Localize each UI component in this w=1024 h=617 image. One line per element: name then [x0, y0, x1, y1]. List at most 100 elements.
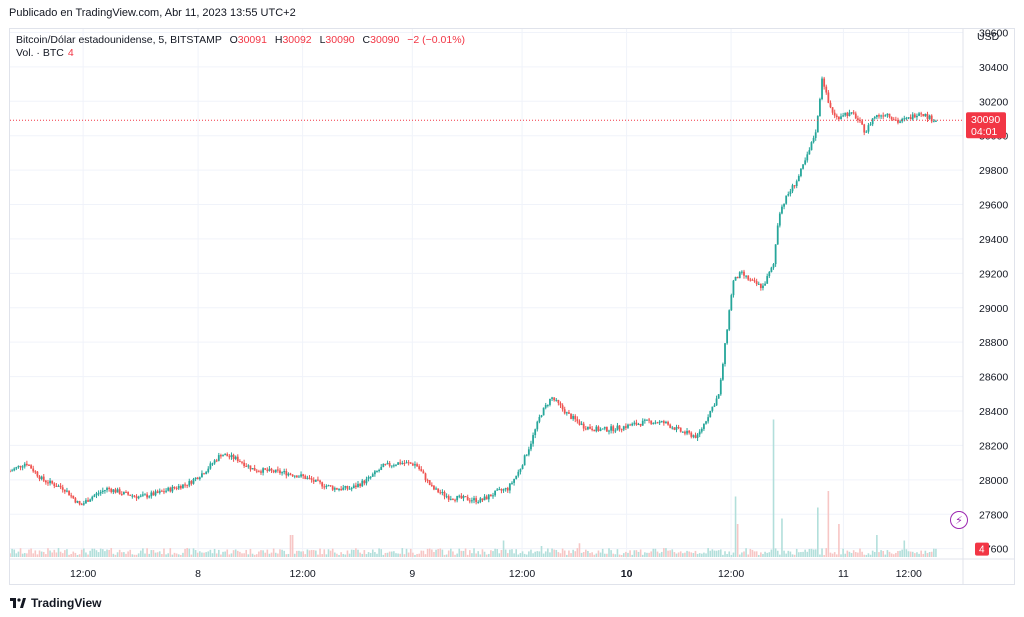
candle-body [924, 113, 927, 117]
candle-body [357, 483, 359, 488]
candle-body [688, 430, 691, 433]
volume-bar [264, 552, 267, 557]
candle-body [28, 465, 30, 467]
candle-body [633, 422, 636, 424]
candle-body [283, 471, 286, 473]
volume-bar [766, 552, 768, 557]
volume-bar [359, 552, 361, 557]
candle-body [755, 281, 758, 285]
volume-bar [59, 551, 62, 557]
y-tick-label: 29000 [979, 303, 1008, 315]
volume-bar [848, 551, 851, 557]
candle-body [447, 496, 450, 500]
volume-bar [418, 553, 420, 557]
candle-body [95, 493, 98, 496]
volume-bar [812, 549, 815, 557]
lightning-icon[interactable]: ⚡ [950, 511, 968, 529]
candle-body [582, 423, 585, 429]
candle-body [764, 283, 766, 286]
volume-bar [156, 552, 159, 557]
candle-body [148, 496, 151, 498]
candle-body [907, 117, 910, 119]
volume-bar [137, 553, 140, 557]
candle-body [131, 495, 134, 497]
volume-bar [184, 548, 186, 557]
candle-body [76, 501, 79, 503]
candle-body [464, 496, 467, 498]
volume-badge [975, 542, 989, 556]
candle-body [403, 463, 406, 465]
volume-bar [110, 548, 113, 557]
candle-body [897, 120, 899, 123]
volume-bar [15, 553, 18, 557]
volume-bar [277, 553, 279, 557]
candle-body [711, 406, 714, 411]
candle-body [222, 455, 224, 457]
volume-bar [719, 549, 722, 557]
candle-body [481, 498, 484, 501]
volume-bar [806, 551, 809, 557]
candle-body [213, 460, 216, 464]
volume-bar [791, 554, 794, 557]
volume-bar [45, 554, 47, 557]
candle-body [715, 398, 718, 406]
candle-body [922, 114, 925, 117]
candle-body [122, 491, 125, 495]
candle-body [721, 364, 724, 380]
tradingview-brand[interactable]: TradingView [10, 596, 101, 610]
candle-body [78, 501, 81, 505]
candle-body [882, 115, 885, 117]
volume-bar [633, 550, 636, 557]
volume-bar [899, 550, 901, 557]
candle-body [287, 473, 290, 476]
y-tick-label: 29200 [979, 268, 1008, 280]
volume-bar [663, 548, 665, 557]
volume-bar [732, 552, 735, 557]
volume-bar [857, 552, 859, 557]
candle-body [521, 465, 524, 470]
legend-symbol[interactable]: Bitcoin/Dólar estadounidense, 5, BITSTAM… [16, 34, 222, 46]
volume-bar [357, 549, 359, 557]
candle-body [677, 426, 680, 428]
chart-frame[interactable]: 27600 27800 28000 28200 28400 28600 28800 29000… [9, 28, 1015, 585]
candle-body [821, 78, 823, 100]
candle-body [445, 496, 448, 498]
candle-body [281, 472, 283, 474]
volume-bar [696, 553, 699, 557]
candle-body [150, 492, 153, 497]
volume-bar [452, 551, 454, 557]
volume-bar [222, 551, 224, 557]
x-tick-label: 12:00 [70, 568, 96, 580]
candle-body [511, 482, 513, 484]
candle-body [188, 481, 191, 486]
volume-bar [534, 551, 536, 557]
volume-bar [291, 535, 294, 557]
volume-bar [450, 548, 452, 557]
volume-legend-label[interactable]: Vol. · BTC [16, 47, 64, 59]
volume-bar [576, 548, 579, 557]
volume-bar [420, 550, 423, 557]
volume-bar [401, 548, 404, 557]
x-tick-label: 12:00 [896, 568, 922, 580]
candle-body [816, 116, 819, 133]
published-caption: Publicado en TradingView.com, Abr 11, 20… [9, 7, 296, 19]
candle-body [589, 426, 591, 429]
candlestick-chart[interactable]: 2760027800280002820028400286002880029000… [10, 29, 1015, 585]
legend-low-label: L [319, 34, 326, 46]
candle-body [916, 115, 918, 118]
volume-bar [656, 551, 659, 557]
candle-body [768, 272, 771, 277]
volume-bar [751, 549, 754, 557]
candle-body [243, 462, 246, 467]
volume-bar [876, 535, 878, 557]
volume-bar [616, 549, 619, 557]
candle-body [549, 398, 551, 405]
candle-body [852, 112, 855, 114]
candle-body [597, 426, 600, 431]
volume-bar [218, 549, 220, 557]
candle-body [352, 485, 355, 489]
volume-bar [454, 554, 456, 557]
candle-body [306, 477, 309, 479]
candle-body [734, 276, 737, 281]
volume-bar [367, 552, 370, 557]
